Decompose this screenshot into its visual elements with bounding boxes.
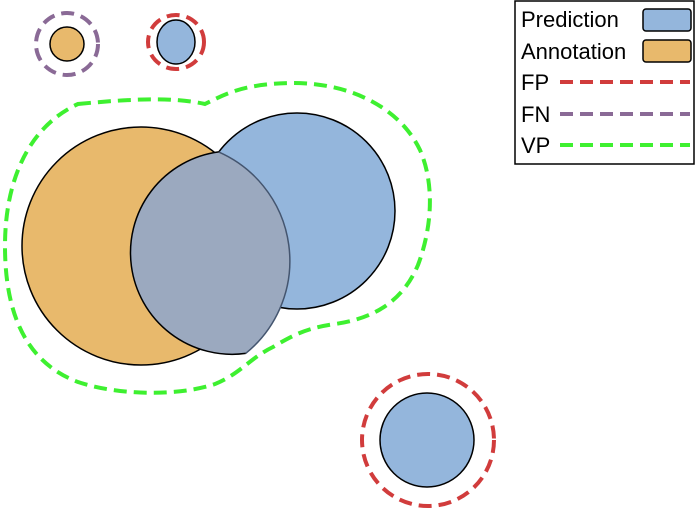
fn-annotation-small — [49, 26, 85, 62]
legend: Prediction Annotation FP FN VP — [514, 0, 695, 165]
annotation-edge-in-overlap — [218, 151, 291, 354]
legend-label-fn: FN — [521, 102, 550, 127]
vp-boundary — [2, 80, 432, 395]
prediction-edge-in-overlap — [129, 151, 246, 356]
legend-label-prediction: Prediction — [521, 7, 619, 32]
legend-label-vp: VP — [521, 133, 550, 158]
fn-boundary-small — [34, 11, 100, 77]
legend-label-fp: FP — [521, 70, 549, 95]
fp-boundary-bottom — [360, 372, 496, 508]
fp-prediction-small — [156, 19, 196, 65]
fp-boundary-small — [146, 13, 206, 71]
legend-swatch-prediction — [642, 8, 692, 32]
overlap-region — [130, 151, 290, 355]
legend-label-annotation: Annotation — [521, 39, 626, 64]
fp-prediction-bottom — [379, 392, 475, 488]
legend-swatch-annotation — [642, 39, 692, 63]
